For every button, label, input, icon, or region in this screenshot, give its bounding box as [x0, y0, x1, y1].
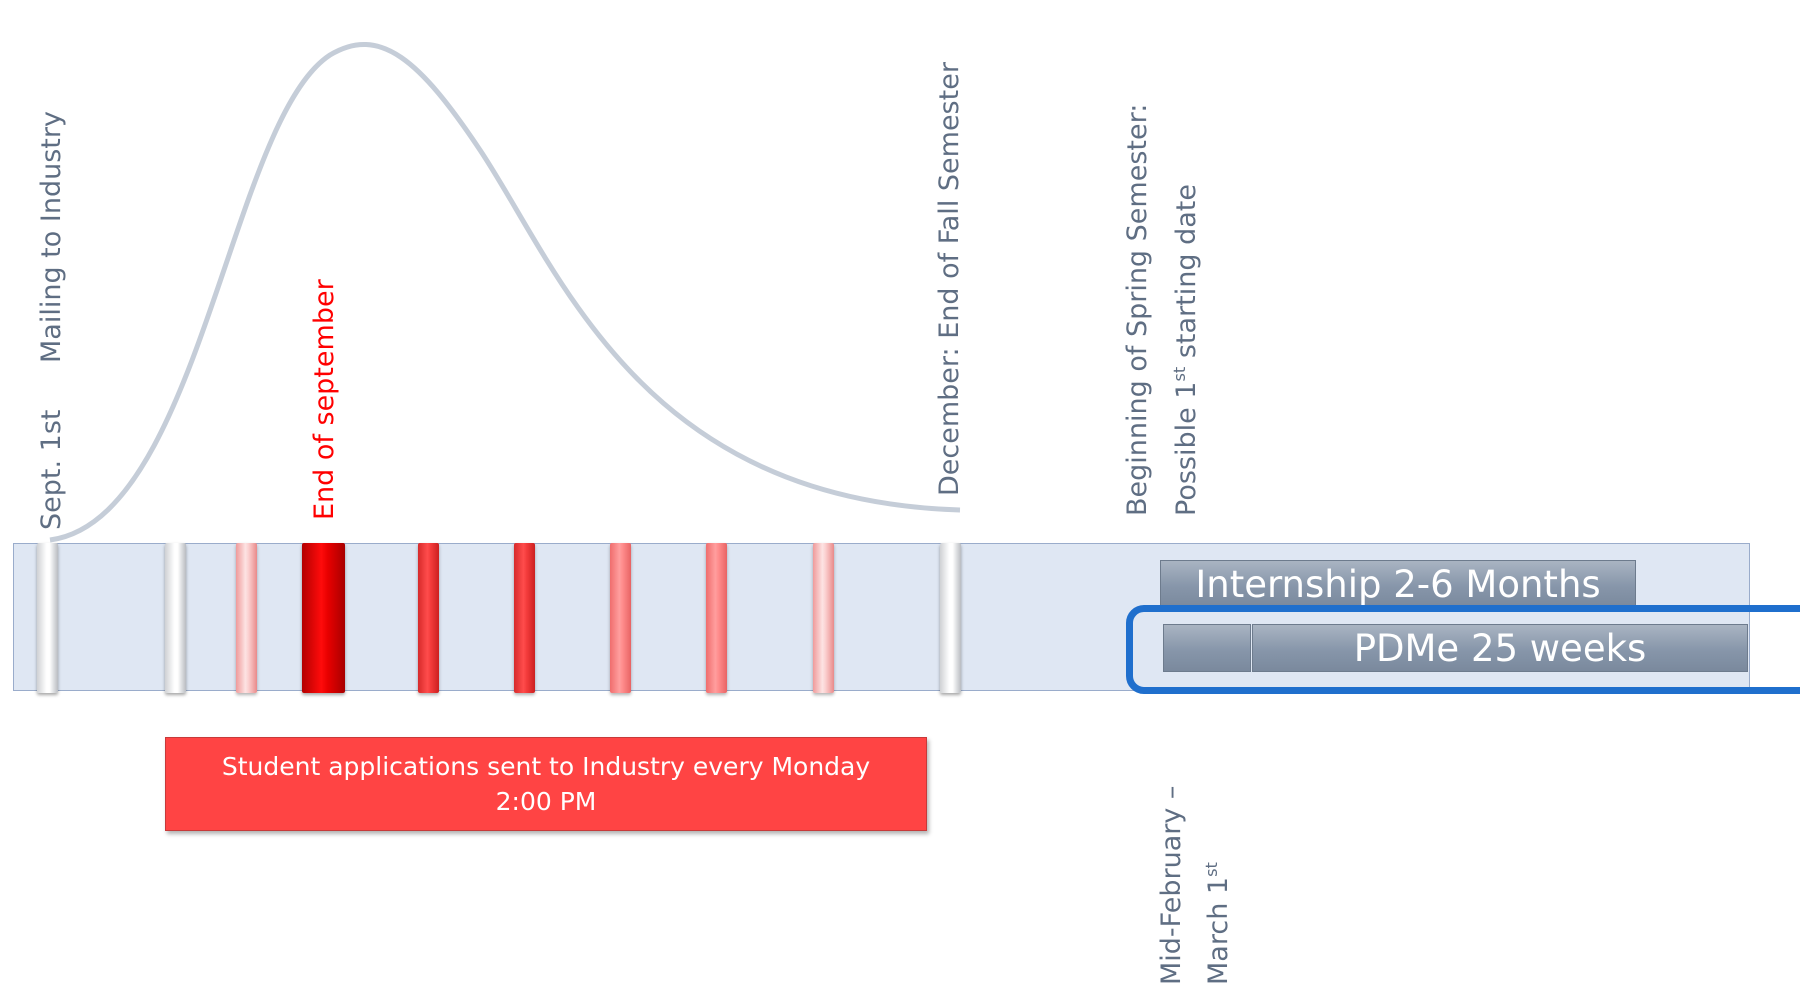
- label-sept-1st: Sept. 1st: [36, 409, 67, 530]
- marker-week-7: [706, 543, 727, 693]
- marker-week-6: [610, 543, 631, 693]
- marker-week-1: [165, 543, 186, 693]
- label-mid-february-line1: Mid-February –: [1156, 785, 1187, 985]
- applications-box: Student applications sent to Industry ev…: [165, 737, 927, 831]
- pdme-label: PDMe 25 weeks: [1353, 626, 1647, 670]
- marker-week-8: [813, 543, 834, 693]
- internship-bar: Internship 2-6 Months: [1160, 560, 1636, 608]
- pdme-bar: PDMe 25 weeks: [1252, 624, 1748, 672]
- label-december: December: End of Fall Semester: [934, 62, 965, 496]
- label-spring-semester-line2: Possible 1st starting date: [1170, 184, 1202, 516]
- label-mid-february-line2: March 1st: [1202, 862, 1234, 985]
- bell-curve-line: [49, 42, 961, 543]
- internship-label: Internship 2-6 Months: [1195, 562, 1601, 606]
- marker-week-2: [236, 543, 257, 693]
- applications-line2: 2:00 PM: [495, 787, 597, 816]
- pdme-bar-start: [1163, 624, 1251, 672]
- marker-week-5: [514, 543, 535, 693]
- label-end-of-september: End of september: [309, 279, 340, 520]
- marker-december: [940, 543, 961, 693]
- marker-week-4: [418, 543, 439, 693]
- label-spring-semester-line1: Beginning of Spring Semester:: [1122, 103, 1153, 516]
- marker-sept-1st: [37, 543, 58, 693]
- label-mailing-to-industry: Mailing to Industry: [36, 111, 67, 363]
- pdme-highlight-frame: [1126, 605, 1800, 694]
- marker-end-of-september: [302, 543, 345, 693]
- applications-line1: Student applications sent to Industry ev…: [221, 752, 871, 781]
